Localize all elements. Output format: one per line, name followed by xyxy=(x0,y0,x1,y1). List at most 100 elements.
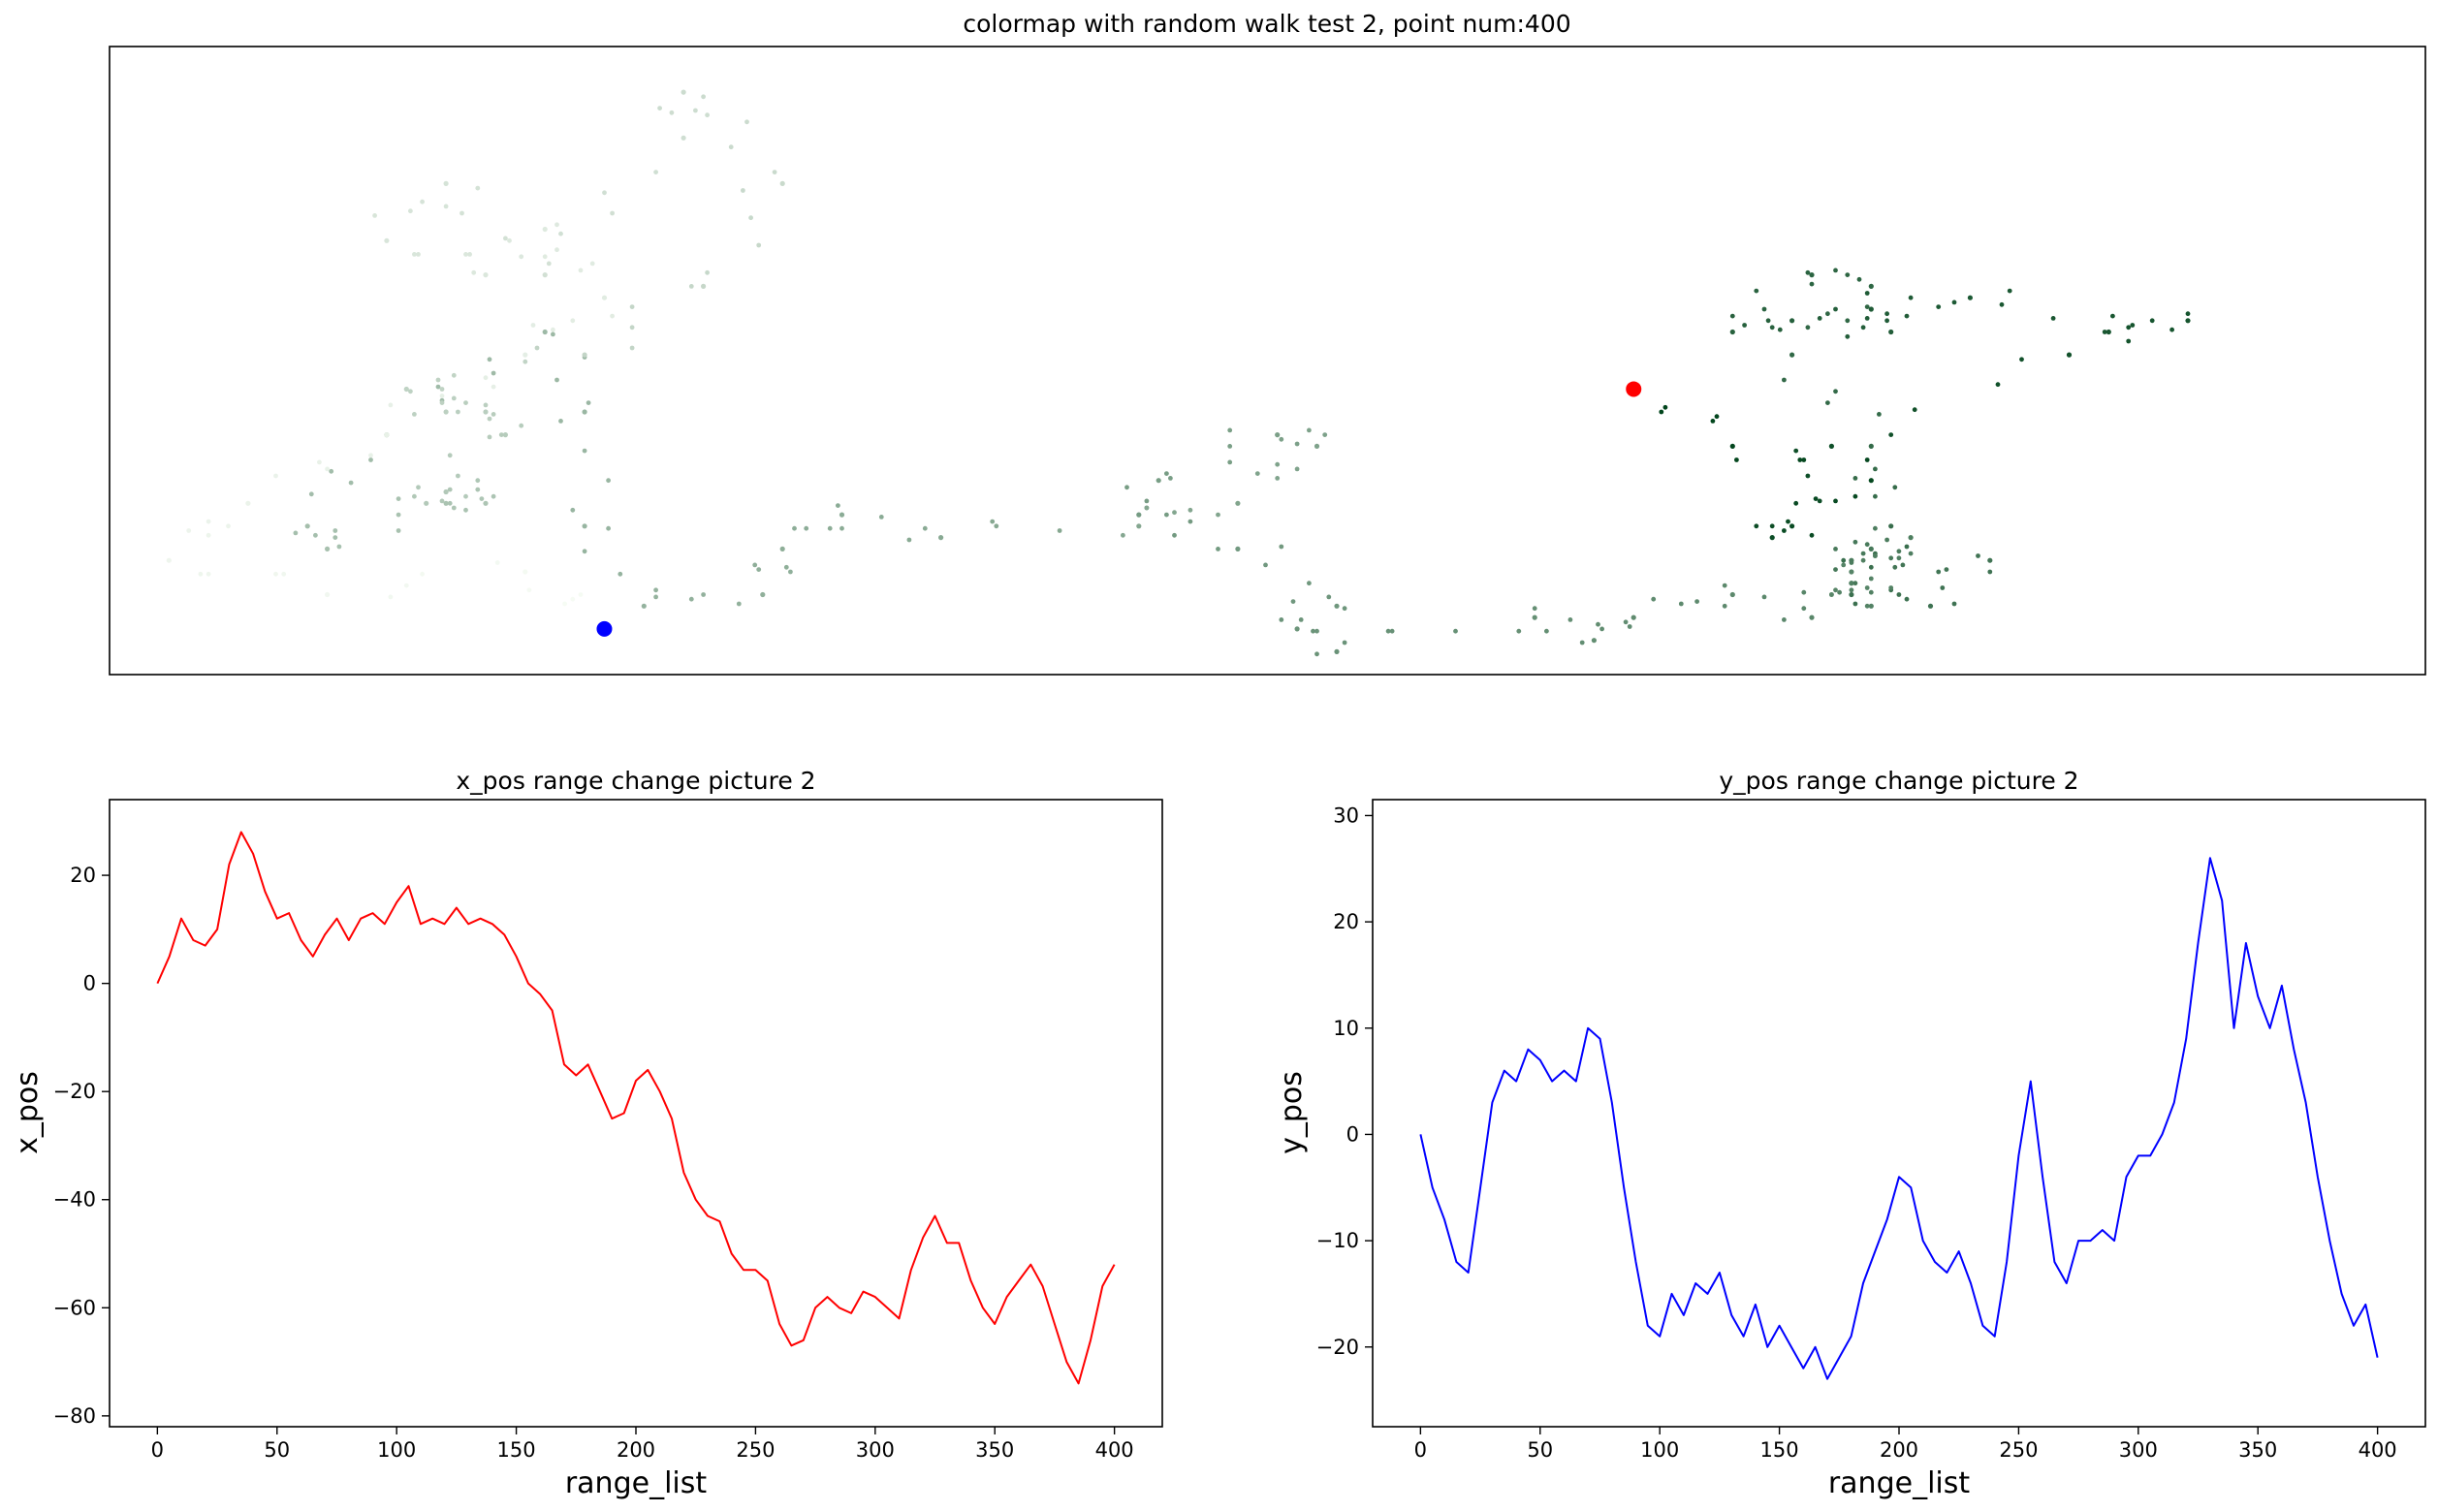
scatter-point xyxy=(396,528,401,533)
scatter-point xyxy=(1311,628,1315,634)
scatter-point xyxy=(1298,617,1304,622)
scatter-point xyxy=(332,535,338,540)
scatter-point xyxy=(408,389,413,394)
scatter-point xyxy=(554,377,559,383)
scatter-point xyxy=(447,453,453,458)
scatter-point xyxy=(606,525,611,531)
scatter-point xyxy=(1809,281,1815,287)
scatter-point xyxy=(1678,601,1684,607)
start-point-marker xyxy=(1626,381,1642,397)
scatter-point xyxy=(1729,313,1735,319)
x-pos-xtick-label: 200 xyxy=(617,1438,655,1462)
scatter-point xyxy=(396,512,401,518)
scatter-point xyxy=(641,603,647,609)
y-pos-xtick-label: 50 xyxy=(1527,1438,1553,1462)
scatter-point xyxy=(542,254,548,260)
scatter-point xyxy=(1290,599,1296,604)
scatter-point xyxy=(273,473,278,479)
scatter-point xyxy=(1294,466,1300,472)
scatter-point xyxy=(1659,409,1664,415)
scatter-point xyxy=(792,525,797,531)
scatter-point xyxy=(1825,400,1830,405)
scatter-point xyxy=(705,112,710,118)
scatter-point xyxy=(443,409,449,415)
scatter-point xyxy=(439,394,445,398)
x-pos-ylabel: x_pos xyxy=(11,1071,45,1154)
scatter-point xyxy=(827,525,833,531)
scatter-point xyxy=(1263,562,1268,568)
scatter-point xyxy=(304,523,310,529)
scatter-point xyxy=(554,247,559,253)
y-pos-xlabel: range_list xyxy=(1828,1466,1971,1500)
scatter-point xyxy=(1710,419,1716,424)
scatter-point xyxy=(586,400,591,405)
scatter-point xyxy=(1124,485,1129,490)
scatter-point xyxy=(1789,318,1795,324)
scatter-point xyxy=(629,325,635,331)
scatter-point xyxy=(1057,528,1062,533)
scatter-point xyxy=(1852,476,1858,481)
scatter-point xyxy=(756,567,762,572)
scatter-point xyxy=(198,571,204,577)
scatter-point xyxy=(1817,498,1822,504)
scatter-point xyxy=(1999,301,2005,307)
scatter-point xyxy=(456,409,460,415)
scatter-point xyxy=(1936,569,1942,575)
scatter-point xyxy=(570,507,576,513)
scatter-point xyxy=(1852,539,1858,545)
scatter-point xyxy=(1786,519,1790,524)
x-pos-ytick-label: 0 xyxy=(83,972,96,995)
scatter-point xyxy=(443,500,449,506)
x-pos-xtick-label: 250 xyxy=(736,1438,775,1462)
scatter-point xyxy=(519,254,524,260)
scatter-point xyxy=(1825,311,1830,317)
scatter-point xyxy=(2067,352,2072,358)
scatter-point xyxy=(1631,614,1636,620)
scatter-point xyxy=(1172,532,1177,538)
scatter-point xyxy=(471,269,477,275)
scatter-point xyxy=(491,493,496,499)
scatter-point xyxy=(906,537,912,543)
scatter-point xyxy=(602,190,607,196)
scatter-point xyxy=(317,459,322,465)
scatter-point xyxy=(396,496,401,501)
scatter-point xyxy=(546,261,552,267)
scatter-point xyxy=(582,523,587,529)
x-pos-xtick-label: 0 xyxy=(151,1438,164,1462)
scatter-point xyxy=(922,525,928,531)
x-pos-xtick-label: 400 xyxy=(1095,1438,1134,1462)
scatter-point xyxy=(503,236,508,241)
scatter-point xyxy=(2126,338,2132,344)
scatter-point xyxy=(1944,567,1949,572)
scatter-point xyxy=(1314,628,1319,634)
scatter-point xyxy=(1892,564,1898,570)
scatter-point xyxy=(1216,512,1220,518)
scatter-point xyxy=(1801,589,1807,595)
scatter-point xyxy=(451,372,457,378)
scatter-point xyxy=(836,503,840,508)
scatter-point xyxy=(475,185,481,191)
scatter-point xyxy=(606,478,611,484)
scatter-point xyxy=(1322,432,1328,437)
scatter-point xyxy=(1334,603,1340,609)
scatter-point xyxy=(1833,567,1838,572)
scatter-point xyxy=(1761,306,1767,312)
scatter-point xyxy=(1868,603,1874,609)
scatter-point xyxy=(1852,493,1858,499)
scatter-point xyxy=(562,601,567,607)
scatter-point xyxy=(1777,327,1783,332)
scatter-point xyxy=(1136,512,1142,518)
scatter-point xyxy=(1789,352,1795,358)
scatter-point xyxy=(1754,288,1759,294)
scatter-point xyxy=(1849,581,1854,586)
scatter-point xyxy=(1279,436,1284,442)
scatter-point xyxy=(1967,295,1973,300)
scatter-point xyxy=(1121,532,1125,538)
scatter-points xyxy=(166,89,2191,657)
scatter-point xyxy=(1809,532,1815,538)
scatter-point xyxy=(2169,327,2175,332)
scatter-point xyxy=(451,395,457,401)
scatter-point xyxy=(1841,562,1847,568)
scatter-point xyxy=(1729,443,1735,449)
scatter-point xyxy=(388,594,394,600)
